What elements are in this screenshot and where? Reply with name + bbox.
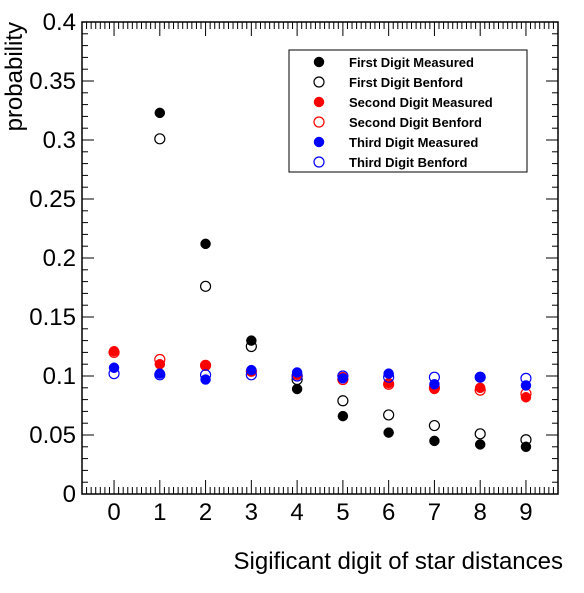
series-3-point <box>154 353 166 366</box>
x-tick-label: 7 <box>428 499 441 526</box>
legend-marker <box>313 56 325 68</box>
y-tick-label: 0.35 <box>29 68 76 95</box>
series-2-point <box>474 382 486 394</box>
series-5-point <box>199 369 212 381</box>
series-1-point <box>383 409 395 421</box>
series-5-point <box>291 370 303 382</box>
legend-label: Second Digit Measured <box>349 95 493 110</box>
series-4-point <box>383 368 394 379</box>
series-3-point <box>474 384 486 396</box>
legend-entries: First Digit Measured First Digit Benford S… <box>313 55 493 170</box>
series-1-point <box>199 280 212 292</box>
y-tick-label: 0.25 <box>29 186 76 213</box>
legend-label: Third Digit Measured <box>349 135 478 150</box>
y-tick-label: 0.05 <box>29 422 76 449</box>
series-0-point <box>429 435 440 447</box>
series-5-point <box>108 368 120 380</box>
series-0-point <box>154 107 166 119</box>
series-1-point <box>154 133 166 145</box>
series-4-point <box>291 367 303 378</box>
x-tick-label: 0 <box>107 499 120 526</box>
legend-label: Second Digit Benford <box>349 115 482 130</box>
series-1-point <box>245 340 257 353</box>
series-0-point <box>383 427 394 438</box>
series-0-point <box>246 335 257 346</box>
series-5-point <box>337 370 349 382</box>
series-0-point <box>337 410 349 422</box>
data-points <box>108 107 532 453</box>
series-1-point <box>520 434 532 446</box>
y-tick-label: 0.15 <box>29 304 76 331</box>
series-5-point <box>245 369 257 381</box>
axis-ticks: 0 0.05 0.1 0.15 0.2 0.25 0.3 0.35 0.4 0 1 2 3 4 5 6 7 8 9 <box>29 9 559 526</box>
x-axis-title: Sigificant digit of star distances <box>234 548 564 575</box>
x-tick-label: 1 <box>153 499 166 526</box>
series-5-point <box>474 371 486 383</box>
legend-marker <box>313 96 325 108</box>
series-1-point <box>337 395 349 407</box>
legend-marker <box>313 76 325 88</box>
x-tick-label: 2 <box>199 499 212 526</box>
series-3-point <box>383 378 395 390</box>
series-2-point <box>520 391 532 403</box>
series-0-point <box>291 383 303 395</box>
y-tick-label: 0.3 <box>43 127 76 154</box>
series-5-point <box>520 372 532 384</box>
legend-label: Third Digit Benford <box>349 155 467 170</box>
legend-marker <box>313 156 325 168</box>
series-5-point <box>383 371 395 383</box>
x-tick-label: 8 <box>474 499 487 526</box>
series-4-point <box>108 362 120 373</box>
series-5-point <box>154 369 166 381</box>
legend-label: First Digit Benford <box>349 75 463 90</box>
legend-marker <box>313 116 325 128</box>
series-0-point <box>474 439 486 450</box>
series-3-point <box>108 346 120 358</box>
series-0-point <box>200 238 211 250</box>
series-5-point <box>428 371 441 383</box>
legend-label: First Digit Measured <box>349 55 474 70</box>
x-tick-label: 6 <box>382 499 395 526</box>
x-tick-label: 9 <box>519 499 532 526</box>
x-tick-label: 3 <box>245 499 258 526</box>
legend-marker <box>313 136 325 148</box>
legend-box <box>288 49 528 173</box>
y-tick-label: 0.2 <box>43 245 76 272</box>
x-tick-label: 4 <box>290 499 303 526</box>
y-tick-label: 0.1 <box>43 363 76 390</box>
x-tick-label: 5 <box>336 499 349 526</box>
series-4-point <box>337 373 349 384</box>
series-1-point <box>428 419 441 432</box>
y-tick-label: 0.4 <box>43 9 76 36</box>
series-1-point <box>474 428 486 440</box>
y-axis-title: probability <box>1 22 28 131</box>
y-tick-label: 0 <box>63 481 76 508</box>
legend: First Digit Measured First Digit Benford S… <box>288 49 528 173</box>
